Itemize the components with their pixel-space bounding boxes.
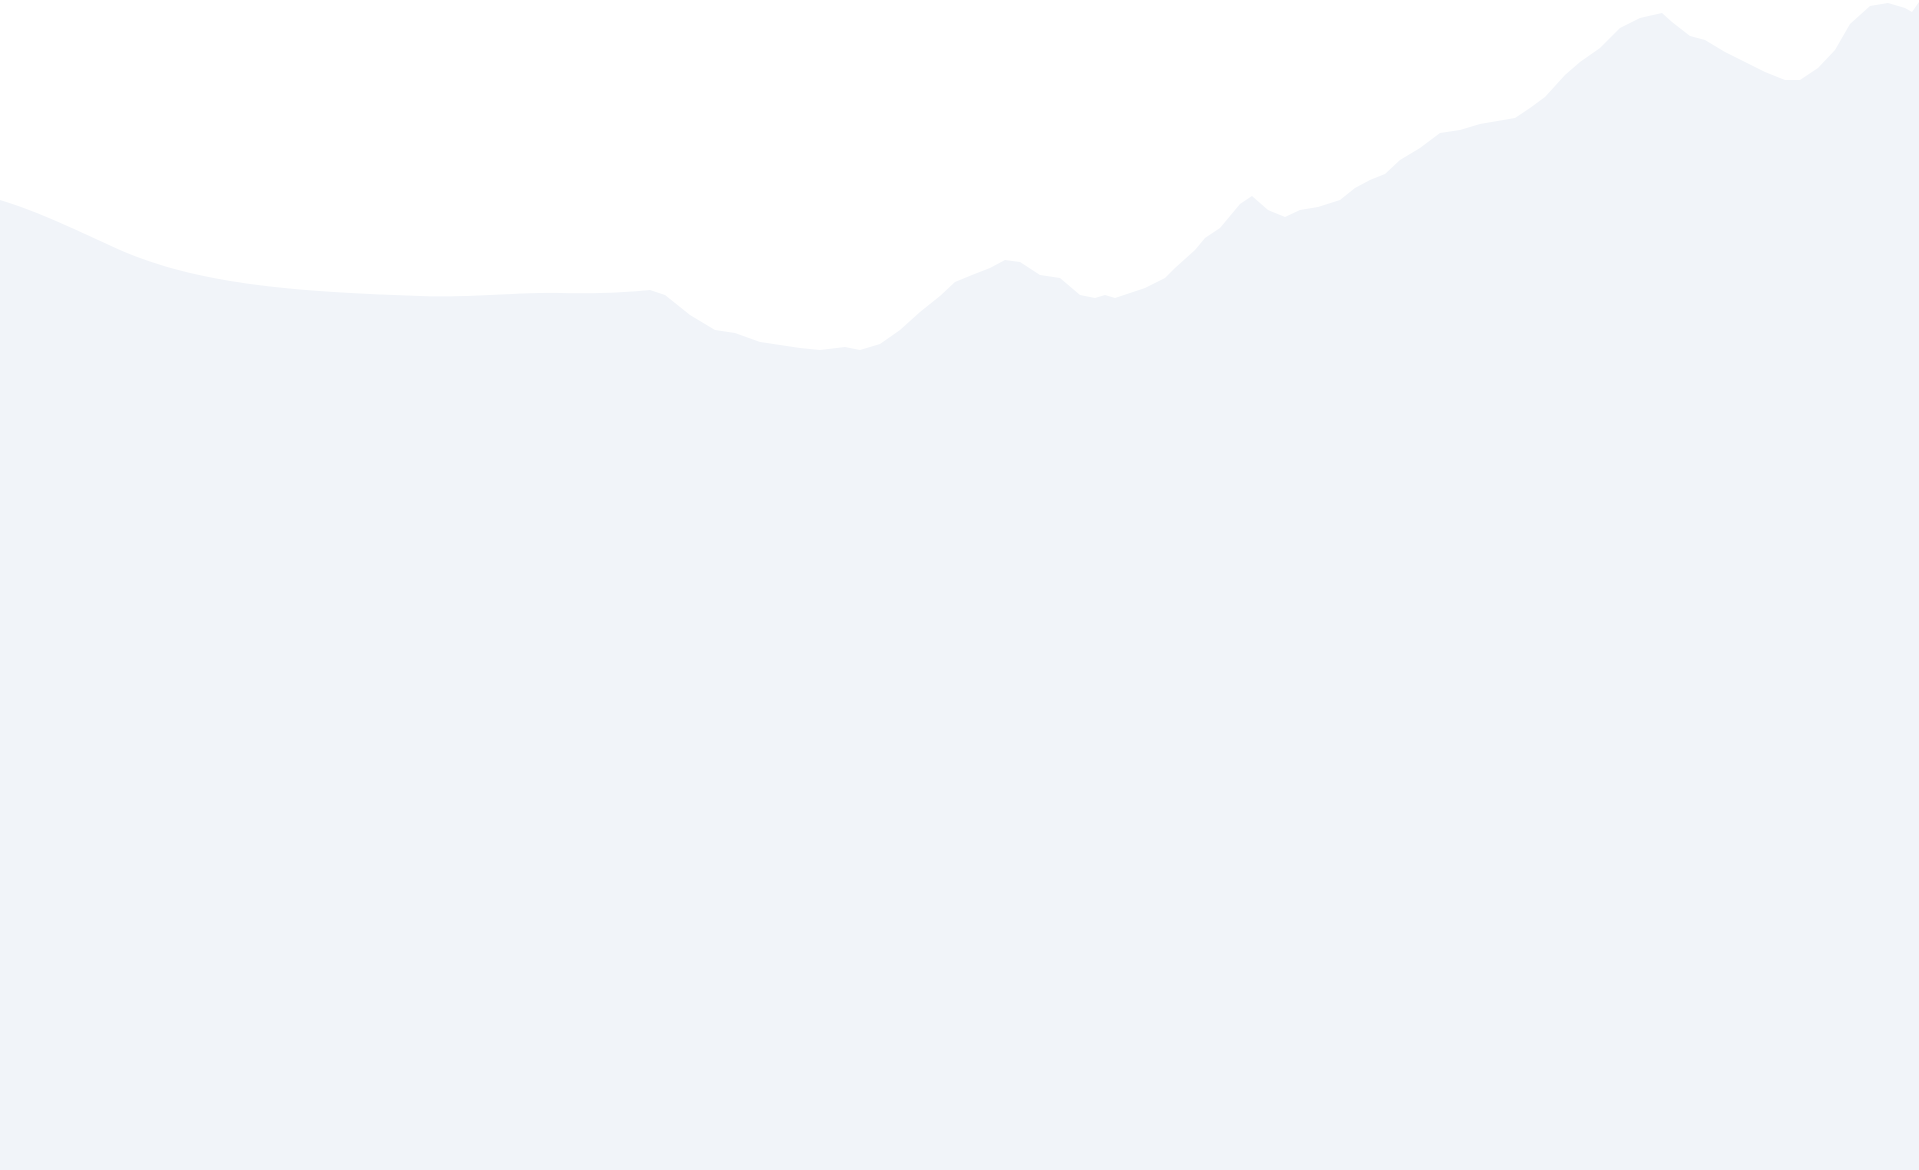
mountain-silhouette [0, 2, 1919, 1170]
background-stage [0, 0, 1919, 1170]
terrain-shape [0, 2, 1919, 1170]
